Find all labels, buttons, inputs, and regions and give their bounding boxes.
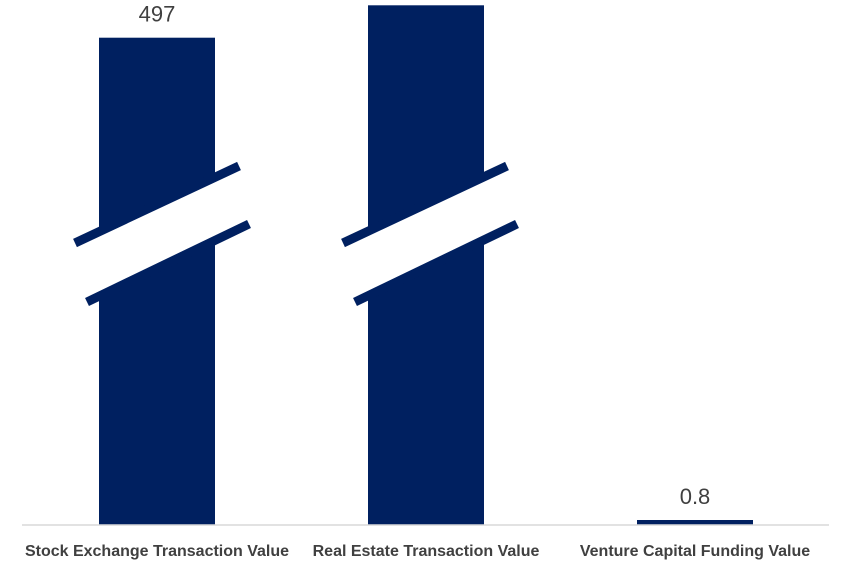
category-label-3: Venture Capital Funding Value bbox=[580, 543, 810, 560]
category-label-1: Stock Exchange Transaction Value bbox=[25, 543, 289, 560]
category-label-2: Real Estate Transaction Value bbox=[313, 543, 540, 560]
axis-break-line-upper bbox=[341, 161, 509, 248]
bar-3 bbox=[637, 520, 753, 525]
axis-break-line-lower bbox=[85, 219, 251, 307]
axis-break-line-lower bbox=[353, 219, 519, 307]
axis-break-1 bbox=[73, 161, 251, 307]
axis-break-marks bbox=[73, 161, 519, 307]
data-label-1: 497 bbox=[139, 2, 176, 27]
data-label-3: 0.8 bbox=[680, 484, 711, 509]
axis-break-2 bbox=[341, 161, 519, 307]
axis-break-gap bbox=[75, 166, 245, 302]
axis-break-line-upper bbox=[73, 161, 241, 248]
axis-break-gap bbox=[343, 166, 513, 302]
